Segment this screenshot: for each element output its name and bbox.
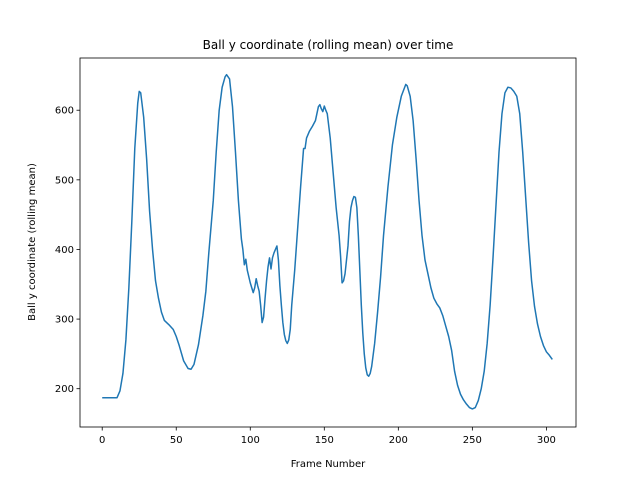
chart-title: Ball y coordinate (rolling mean) over ti… xyxy=(203,38,454,52)
y-tick-label: 400 xyxy=(55,245,74,256)
y-axis-ticks: 200 300 400 500 600 xyxy=(55,106,80,395)
series-layer xyxy=(102,73,553,410)
series-line-0 xyxy=(102,73,553,410)
y-tick-label: 300 xyxy=(55,315,74,326)
x-tick-label: 100 xyxy=(241,435,260,446)
plot-frame xyxy=(79,57,577,428)
x-tick-label: 50 xyxy=(170,435,183,446)
y-tick-label: 500 xyxy=(55,175,74,186)
x-tick-label: 300 xyxy=(537,435,556,446)
x-tick-label: 200 xyxy=(389,435,408,446)
x-axis-title: Frame Number xyxy=(291,459,366,470)
y-tick-label: 200 xyxy=(55,384,74,395)
x-axis-ticks: 0 50 100 150 200 250 300 xyxy=(99,427,556,446)
y-tick-label: 600 xyxy=(55,106,74,117)
x-tick-label: 250 xyxy=(463,435,482,446)
x-tick-label: 150 xyxy=(315,435,334,446)
x-tick-label: 0 xyxy=(99,435,105,446)
y-axis-title: Ball y coordinate (rolling mean) xyxy=(27,163,38,321)
plot-area: 0 50 100 150 200 250 300 200 300 400 500 600 xyxy=(55,57,577,446)
